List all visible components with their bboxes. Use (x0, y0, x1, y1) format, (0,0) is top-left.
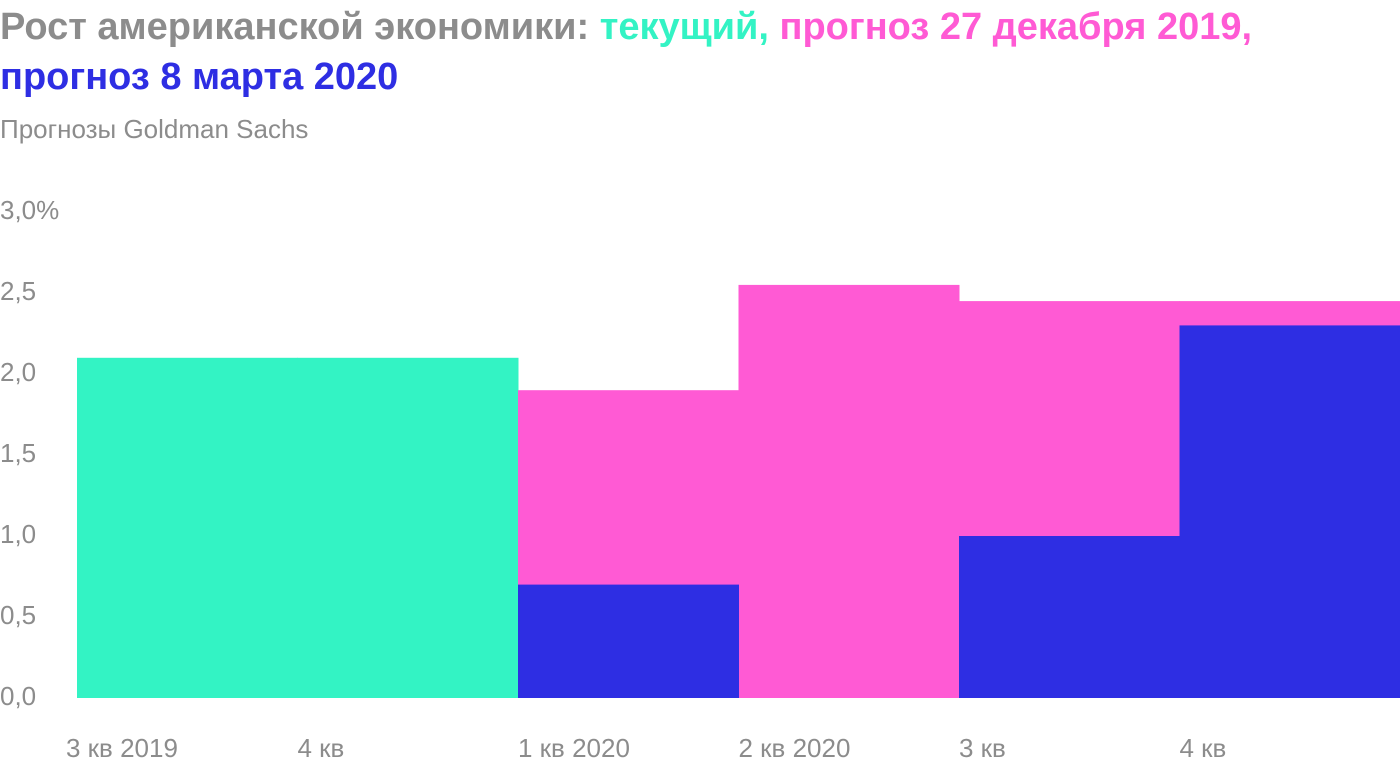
x-tick-label: 3 кв 2019 (66, 733, 178, 763)
legend-entry: текущий, (599, 6, 769, 48)
legend-entry: прогноз 27 декабря 2019, (779, 6, 1253, 48)
bar (297, 357, 519, 698)
bar (1179, 325, 1400, 698)
bar (738, 284, 960, 698)
y-tick-label: 1,0 (0, 519, 36, 549)
bar (518, 584, 739, 698)
y-tick-label: 3,0% (0, 195, 59, 225)
y-tick-label: 2,5 (0, 276, 36, 306)
y-tick-label: 0,0 (0, 681, 36, 711)
x-tick-label: 1 кв 2020 (518, 733, 630, 763)
bar (77, 357, 298, 698)
x-tick-label: 3 кв (959, 733, 1006, 763)
chart-title: Рост американской экономики: текущий, пр… (0, 2, 1400, 102)
x-tick-label: 4 кв (1180, 733, 1227, 763)
title-text: Рост американской экономики: (0, 6, 590, 48)
chart-subtitle: Прогнозы Goldman Sachs (0, 114, 309, 144)
y-tick-label: 1,5 (0, 438, 36, 468)
y-tick-label: 0,5 (0, 600, 36, 630)
y-tick-label: 2,0 (0, 357, 36, 387)
legend-entry: прогноз 8 марта 2020 (0, 56, 399, 98)
x-tick-label: 4 кв (298, 733, 345, 763)
x-tick-label: 2 кв 2020 (739, 733, 851, 763)
bar (959, 536, 1180, 698)
